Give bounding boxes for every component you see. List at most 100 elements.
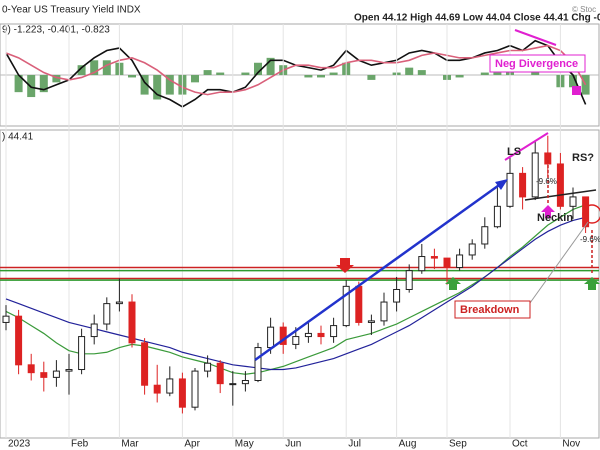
x-tick-label: Oct [512,439,528,450]
annotation: -9.6% [536,177,557,186]
price-label: ) 44.41 [2,132,34,143]
candle-body [393,288,401,303]
quote: Open 44.12 High 44.69 Low 44.04 Close 44… [354,13,600,24]
candle-body [330,325,338,338]
candle-body [418,256,426,272]
histogram-bar [27,75,36,98]
candle-body [430,256,438,259]
candle-body [493,205,501,228]
neckline [524,189,597,201]
histogram-bar [455,75,464,78]
candle-body [90,323,98,338]
candle-body [2,315,10,323]
x-tick-label: Aug [399,439,417,450]
candle-body [380,301,388,322]
x-tick-label: Sep [449,439,467,450]
candle-body [569,196,577,207]
candle-body [78,336,86,371]
marker [572,86,581,95]
arrowhead [495,179,508,190]
histogram-bar [493,72,502,75]
histogram-bar [417,70,426,75]
highlight [582,204,600,224]
candle-body [367,320,375,323]
histogram-bar [367,75,376,80]
candle-body [153,384,161,394]
arrow [445,277,461,290]
candle-body [342,285,350,327]
candle-body [141,342,149,386]
candle-body [506,172,514,207]
candle-body [443,257,451,269]
annotation: LS [507,146,521,158]
candle-body [531,152,539,198]
x-tick-label: Mar [121,439,139,450]
candle-body [405,270,413,290]
histogram-bar [254,62,262,75]
candle-body [267,326,275,349]
histogram-bar [317,75,325,78]
note-box [489,54,586,73]
histogram-bar [77,65,86,75]
candle-body [178,378,186,408]
macd-line [5,44,587,96]
histogram-bar [241,72,250,75]
histogram-bar [480,72,489,75]
candle-body [241,380,249,385]
divergence-line [514,29,557,46]
candle-body [304,332,312,338]
pointer [529,221,589,304]
histogram-bar [140,75,149,95]
candle-body [355,285,363,323]
candle-body [115,301,123,305]
macd-label: 9) -1.223, -0.401, -0.823 [2,25,110,36]
x-tick-label: Jun [285,439,301,450]
candle-body [544,152,552,165]
candle-body [456,254,464,269]
annotation: RS? [572,152,594,164]
histogram-bar [52,75,61,83]
histogram-bar [90,60,99,75]
candle-body [191,370,199,408]
histogram-bar [165,75,174,95]
histogram-bar [216,72,225,75]
histogram-bar [191,75,199,83]
trend-line [254,181,503,362]
x-tick-label: 2023 [8,439,31,450]
candle-body [229,383,237,386]
candle-body [254,347,262,382]
note-box [454,300,531,319]
moving-average [5,216,586,371]
arrow [336,258,354,273]
ls-line [504,132,549,161]
candle-body [103,303,111,325]
arrow [541,205,555,218]
candle-body [317,332,325,338]
x-tick-label: Apr [184,439,200,450]
x-tick-label: Feb [71,439,89,450]
candle-body [216,362,224,385]
histogram-bar [39,75,48,93]
candle-body [40,372,48,378]
candle-body [292,336,300,345]
arrow [584,277,600,290]
histogram-bar [128,75,136,78]
histogram-bar [14,75,23,93]
candle-body [519,172,527,198]
candle-body [65,369,73,372]
x-tick-label: Jul [348,439,361,450]
histogram-bar [266,57,275,75]
x-tick-label: May [235,439,254,450]
histogram-bar [102,60,111,75]
candle-body [27,364,35,374]
candle-body [128,301,136,344]
x-tick-label: Nov [562,439,580,450]
annotation: -9.6% [580,235,600,244]
chart-title: 0-Year US Treasury Yield INDX [2,5,141,16]
histogram-bar [329,72,338,75]
candle-body [15,315,23,366]
histogram-bar [405,67,414,75]
annotation: Breakdown [460,304,520,316]
